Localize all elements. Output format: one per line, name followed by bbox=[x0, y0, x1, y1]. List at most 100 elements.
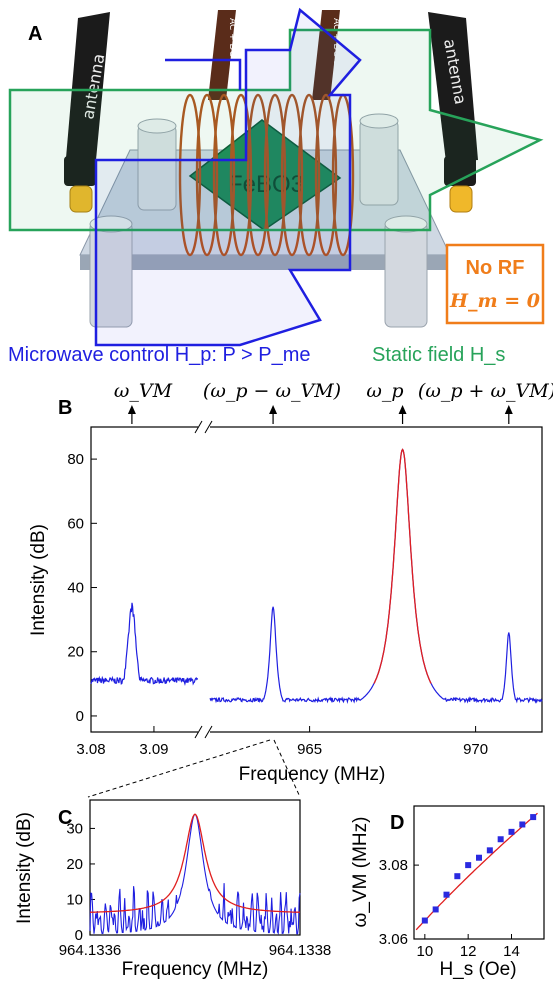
x-tick-label: 965 bbox=[297, 741, 322, 758]
panel-b-x-axis: 3.08 3.09 965 970 bbox=[76, 726, 488, 758]
coil-turn bbox=[297, 93, 321, 257]
coil-turn bbox=[314, 93, 338, 257]
x-tick-label: 964.1338 bbox=[269, 942, 332, 959]
coil-turn bbox=[263, 93, 287, 257]
data-point bbox=[519, 821, 526, 828]
x-tick-label: 3.09 bbox=[139, 741, 168, 758]
panel-d-x-title: H_s (Oe) bbox=[439, 959, 516, 980]
peak-label-pump: ω_p bbox=[366, 380, 403, 402]
panel-d-frame bbox=[413, 805, 545, 940]
peak-label-vm: ω_VM bbox=[114, 380, 173, 402]
peak-arrows bbox=[127, 405, 513, 424]
panel-c-label: C bbox=[58, 807, 72, 829]
peak-arrow-head bbox=[398, 405, 407, 414]
x-tick-label: 14 bbox=[503, 943, 520, 960]
panel-d-y-axis: 3.06 3.08 bbox=[379, 857, 419, 948]
y-tick-label: 40 bbox=[67, 580, 84, 597]
lead-label-left: AC + DC current bbox=[227, 18, 237, 93]
panel-c-x-axis: 964.1336 964.1338 bbox=[59, 942, 332, 959]
stage-edge bbox=[80, 255, 450, 270]
data-point bbox=[508, 828, 515, 835]
no-rf-box: No RF H_m = 0 bbox=[445, 243, 545, 325]
axis-break-gap bbox=[198, 729, 210, 735]
x-tick-label: 10 bbox=[416, 943, 433, 960]
axis-break-gap bbox=[198, 424, 210, 430]
y-tick-label: 3.08 bbox=[379, 857, 408, 874]
no-rf-title: No RF bbox=[466, 257, 525, 279]
panel-b-frame bbox=[90, 426, 543, 733]
y-tick-label: 0 bbox=[76, 708, 84, 725]
axis-break-slash bbox=[194, 420, 203, 434]
microwave-field-arrow bbox=[94, 7, 362, 347]
x-tick-label: 12 bbox=[460, 943, 477, 960]
zoom-line-left bbox=[87, 739, 271, 798]
coil-turn bbox=[195, 93, 219, 257]
peak-arrow-head bbox=[504, 405, 513, 414]
data-point bbox=[530, 814, 537, 821]
peak-labels: ω_VM (ω_p − ω_VM) ω_p (ω_p + ω_VM) bbox=[114, 380, 553, 402]
x-tick-label: 964.1336 bbox=[59, 942, 122, 959]
y-tick-label: 60 bbox=[67, 515, 84, 532]
coil-turn bbox=[280, 93, 304, 257]
panel-a: A antenna antenna bbox=[8, 7, 545, 366]
panel-d-label: D bbox=[390, 812, 404, 834]
peak-label-difference: (ω_p − ω_VM) bbox=[203, 380, 341, 402]
current-leads: AC + DC current AC + DC current bbox=[208, 10, 341, 100]
y-tick-label: 30 bbox=[66, 820, 83, 837]
axis-break-slash bbox=[204, 725, 213, 739]
microwave-control-caption: Microwave control H_p: P > P_me bbox=[8, 344, 311, 366]
x-tick-label: 3.08 bbox=[76, 741, 105, 758]
no-rf-equation: H_m = 0 bbox=[449, 290, 540, 312]
data-point bbox=[476, 854, 482, 861]
coil-turn bbox=[178, 93, 202, 257]
pump-peak-fit bbox=[373, 448, 432, 684]
axis-break-slash bbox=[204, 420, 213, 434]
panel-c: C 0 10 20 30 964.1336 964.1338 Intensity (dB… bbox=[14, 799, 332, 980]
data-point bbox=[465, 862, 472, 869]
panel-d-points bbox=[421, 814, 537, 924]
axis-break-marks bbox=[194, 420, 213, 739]
rf-coil bbox=[178, 93, 355, 257]
panel-d-x-axis: 10 12 14 bbox=[416, 934, 520, 960]
data-point bbox=[443, 891, 450, 898]
left-antenna: antenna bbox=[64, 12, 110, 213]
panel-b-x-title: Frequency (MHz) bbox=[239, 764, 386, 785]
peak-arrow-head bbox=[127, 405, 136, 414]
data-point bbox=[486, 847, 493, 854]
panel-b-y-axis: 0 20 40 60 80 bbox=[67, 451, 97, 725]
y-tick-label: 80 bbox=[67, 451, 84, 468]
panel-c-fit bbox=[89, 813, 301, 913]
spectrum-segment-high bbox=[209, 448, 543, 704]
panel-c-y-title: Intensity (dB) bbox=[14, 812, 35, 924]
panel-c-spectrum bbox=[89, 813, 301, 935]
data-point bbox=[497, 836, 504, 843]
panel-b-label: B bbox=[58, 397, 72, 419]
y-tick-label: 10 bbox=[66, 891, 83, 908]
spectrum-segment-low bbox=[90, 602, 199, 687]
panel-d: D 3.06 3.08 10 12 14 ω_VM (MHz) H_s (Oe) bbox=[350, 805, 545, 980]
panel-d-y-title: ω_VM (MHz) bbox=[350, 817, 371, 928]
panel-a-label: A bbox=[28, 23, 42, 45]
lead-label-right: AC + DC current bbox=[331, 18, 341, 93]
data-point bbox=[432, 906, 439, 913]
coil-turn bbox=[212, 93, 236, 257]
data-point bbox=[421, 917, 428, 924]
y-tick-label: 20 bbox=[67, 644, 84, 661]
panel-c-frame bbox=[89, 799, 301, 936]
panel-b-y-title: Intensity (dB) bbox=[28, 524, 49, 636]
panel-b: B ω_VM (ω_p − ω_VM) ω_p (ω_p + ω_VM) 0 20… bbox=[28, 380, 553, 798]
static-field-caption: Static field H_s bbox=[372, 344, 505, 366]
peak-label-sum: (ω_p + ω_VM) bbox=[418, 380, 553, 402]
panel-c-y-axis: 0 10 20 30 bbox=[66, 820, 95, 944]
peak-arrow-head bbox=[269, 405, 278, 414]
axis-break-slash bbox=[194, 725, 203, 739]
zoom-line-right bbox=[273, 739, 301, 798]
microwave-arrow-tail bbox=[165, 58, 242, 90]
coil-turn bbox=[246, 93, 270, 257]
coil-turn bbox=[229, 93, 253, 257]
static-field-arrow bbox=[8, 28, 544, 232]
data-point bbox=[454, 873, 461, 880]
right-antenna: antenna bbox=[428, 12, 478, 213]
x-tick-label: 970 bbox=[463, 741, 488, 758]
